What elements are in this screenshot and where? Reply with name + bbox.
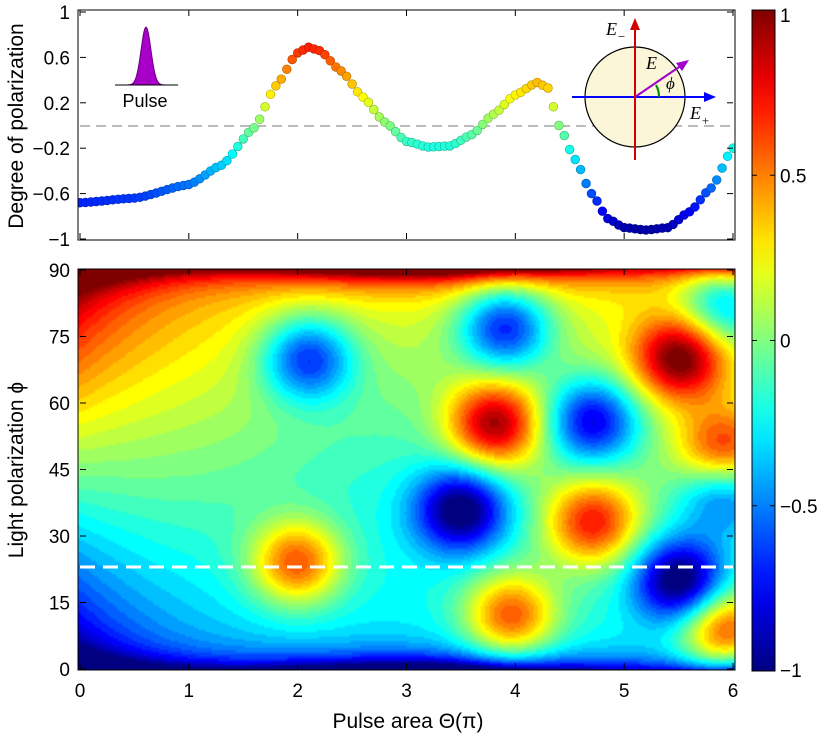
bottom-x-tick-label: 2: [292, 681, 303, 702]
bottom-y-ticks: 0 15 30 45 60 75 90: [49, 261, 733, 681]
dop-point: [363, 97, 374, 107]
colorbar-tick-label: 0.5: [780, 166, 806, 187]
dop-point: [222, 156, 232, 166]
phi-angle-arc: [655, 84, 661, 98]
top-y-tick-label: 0.2: [44, 94, 70, 115]
dop-point: [711, 175, 722, 185]
e-vector-arrowhead: [676, 60, 689, 71]
dop-point: [695, 195, 705, 205]
bottom-x-ticks: 0 1 2 3 4 5 6: [75, 269, 739, 702]
bottom-y-tick-label: 30: [49, 527, 70, 548]
colorbar-tick-label: −1: [780, 661, 802, 682]
top-y-axis-label: Degree of polarization: [5, 23, 28, 228]
dop-point: [570, 154, 580, 165]
dop-point: [564, 144, 575, 155]
e-vector: [634, 64, 683, 98]
dop-point: [271, 81, 281, 91]
e-minus-label: E−: [605, 19, 626, 44]
colorbar: −1 −0.5 0 0.5 1: [751, 6, 818, 682]
dop-point: [592, 196, 602, 206]
phi-label: ϕ: [666, 74, 675, 93]
dop-point: [597, 206, 608, 216]
bottom-x-tick-label: 5: [619, 681, 630, 702]
top-panel: Pulse E− E+ E ϕ −1 −0.6 −0.2 0.2 0.6 1 Degree…: [5, 3, 736, 251]
dop-point: [325, 56, 335, 66]
bottom-y-tick-label: 15: [49, 594, 70, 615]
dop-series: [78, 42, 735, 235]
dop-point: [717, 163, 727, 173]
polarization-inset: E− E+ E ϕ: [572, 18, 716, 160]
colorbar-tick-label: 0: [780, 332, 791, 353]
colorbar-tick-label: −0.5: [780, 497, 818, 518]
top-y-tick-label: −0.2: [32, 139, 70, 160]
top-y-tick-label: −0.6: [32, 185, 70, 206]
bottom-x-axis-label: Pulse area Θ(π): [332, 710, 483, 733]
colorbar-tick-label: 1: [780, 6, 791, 27]
top-y-tick-label: −1: [48, 230, 70, 251]
top-y-tick-label: 0.6: [44, 48, 70, 69]
dop-point: [369, 104, 379, 115]
dop-point: [543, 83, 553, 93]
dop-point: [249, 123, 259, 133]
colorbar-ticks: −1 −0.5 0 0.5 1: [752, 6, 818, 682]
dop-point: [254, 114, 265, 124]
top-y-ticks: −1 −0.6 −0.2 0.2 0.6 1: [32, 3, 733, 251]
dop-point: [385, 121, 395, 131]
dop-point: [265, 89, 276, 100]
dop-point: [260, 102, 270, 112]
dop-point: [347, 79, 357, 89]
top-y-tick-label: 1: [59, 3, 70, 24]
dop-point: [706, 183, 716, 193]
bottom-x-tick-label: 3: [401, 681, 412, 702]
dop-point: [320, 49, 330, 60]
dop-point: [494, 105, 504, 115]
bottom-y-tick-label: 90: [49, 261, 70, 282]
e-minus-arrowhead: [630, 18, 640, 30]
dop-point: [548, 102, 559, 112]
dop-point: [276, 74, 286, 84]
heatmap-surface: [78, 269, 735, 670]
dop-point: [554, 120, 564, 131]
dop-point: [390, 126, 401, 137]
top-x-ticks: [79, 10, 734, 239]
dop-point: [282, 64, 292, 75]
bottom-x-tick-label: 6: [728, 681, 739, 702]
dop-point: [341, 71, 352, 82]
e-plus-arrowhead: [704, 92, 716, 102]
dop-point: [690, 202, 700, 212]
bottom-x-tick-label: 0: [75, 681, 86, 702]
dop-point: [478, 119, 488, 130]
bottom-x-tick-label: 1: [184, 681, 195, 702]
bottom-x-tick-label: 4: [510, 681, 521, 702]
bottom-y-tick-label: 0: [59, 660, 70, 681]
bottom-y-tick-label: 60: [49, 394, 70, 415]
bottom-y-tick-label: 45: [49, 461, 70, 482]
dop-point: [472, 125, 482, 136]
dop-point: [233, 141, 243, 152]
e-plus-label: E+: [689, 103, 710, 128]
dop-point: [287, 54, 297, 65]
dop-point: [238, 134, 249, 144]
e-label: E: [645, 53, 657, 73]
pulse-shape: [122, 26, 170, 86]
dop-point: [575, 164, 586, 175]
dop-point: [722, 151, 733, 162]
pulse-inset: Pulse: [115, 26, 178, 111]
bottom-y-tick-label: 75: [49, 328, 70, 349]
dop-point: [581, 178, 591, 189]
dop-point: [586, 188, 597, 199]
dop-point: [227, 149, 238, 159]
dop-point: [559, 130, 569, 141]
bottom-y-axis-label: Light polarization ϕ: [5, 382, 28, 558]
pulse-label: Pulse: [122, 91, 167, 111]
dop-point: [499, 99, 510, 110]
